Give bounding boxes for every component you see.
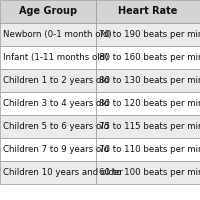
Bar (0, 92, 96, 115)
Bar (96, 161, 200, 184)
Bar (0, 0, 96, 23)
Bar (96, 138, 200, 161)
Text: Heart Rate: Heart Rate (118, 6, 178, 17)
Text: 75 to 115 beats per minute: 75 to 115 beats per minute (99, 122, 200, 131)
Text: Children 5 to 6 years old: Children 5 to 6 years old (3, 122, 109, 131)
Text: Infant (1-11 months old): Infant (1-11 months old) (3, 53, 108, 62)
Text: 70 to 110 beats per minute: 70 to 110 beats per minute (99, 145, 200, 154)
Bar (96, 23, 200, 46)
Bar (0, 161, 96, 184)
Text: 80 to 160 beats per minute: 80 to 160 beats per minute (99, 53, 200, 62)
Text: 80 to 120 beats per minute: 80 to 120 beats per minute (99, 99, 200, 108)
Text: 70 to 190 beats per minute: 70 to 190 beats per minute (99, 30, 200, 39)
Bar (0, 69, 96, 92)
Text: Children 10 years and older: Children 10 years and older (3, 168, 123, 177)
Bar (0, 23, 96, 46)
Text: Newborn (0-1 month old): Newborn (0-1 month old) (3, 30, 112, 39)
Text: 60 to 100 beats per minute: 60 to 100 beats per minute (99, 168, 200, 177)
Text: Children 3 to 4 years old: Children 3 to 4 years old (3, 99, 109, 108)
Bar (0, 138, 96, 161)
Bar (96, 69, 200, 92)
Bar (0, 115, 96, 138)
Bar (96, 46, 200, 69)
Text: Children 1 to 2 years old: Children 1 to 2 years old (3, 76, 109, 85)
Bar (0, 46, 96, 69)
Text: Age Group: Age Group (19, 6, 77, 17)
Text: Children 7 to 9 years old: Children 7 to 9 years old (3, 145, 109, 154)
Bar (96, 115, 200, 138)
Bar (96, 92, 200, 115)
Bar (96, 0, 200, 23)
Text: 80 to 130 beats per minute: 80 to 130 beats per minute (99, 76, 200, 85)
